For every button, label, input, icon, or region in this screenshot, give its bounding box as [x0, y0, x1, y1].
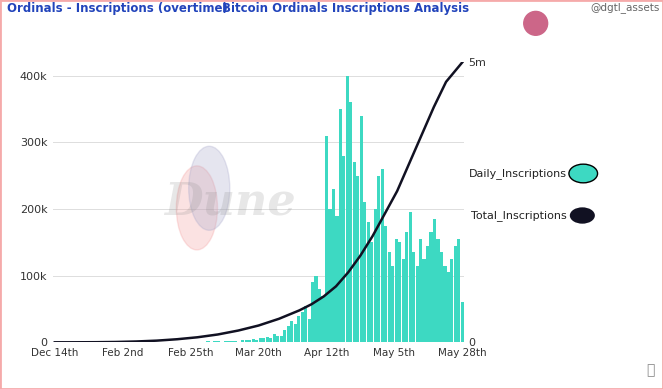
Bar [286, 326, 290, 342]
Bar [436, 239, 440, 342]
Bar [426, 245, 429, 342]
Bar [231, 341, 234, 342]
Bar [266, 337, 269, 342]
Bar [272, 334, 276, 342]
Bar [440, 252, 443, 342]
Bar [259, 338, 262, 342]
Bar [227, 341, 231, 342]
Bar [342, 156, 345, 342]
Bar [422, 259, 426, 342]
Ellipse shape [176, 166, 217, 250]
Bar [300, 312, 304, 342]
Bar [430, 232, 432, 342]
Bar [308, 319, 311, 342]
Bar [457, 239, 460, 342]
Bar [280, 336, 283, 342]
Bar [217, 341, 220, 342]
Text: Dune: Dune [164, 181, 296, 224]
Bar [377, 175, 381, 342]
Bar [318, 289, 321, 342]
Bar [394, 239, 398, 342]
Bar [304, 306, 307, 342]
Bar [416, 266, 418, 342]
Bar [224, 341, 227, 342]
Bar [461, 302, 464, 342]
Bar [252, 339, 255, 342]
Bar [294, 324, 297, 342]
Bar [412, 252, 415, 342]
Bar [283, 330, 286, 342]
Bar [297, 315, 300, 342]
Text: Bitcoin Ordinals Inscriptions Analysis: Bitcoin Ordinals Inscriptions Analysis [222, 2, 469, 15]
Bar [360, 116, 363, 342]
Bar [356, 175, 359, 342]
Bar [367, 222, 370, 342]
Bar [453, 245, 457, 342]
FancyBboxPatch shape [569, 164, 597, 183]
Bar [363, 202, 367, 342]
Bar [447, 272, 450, 342]
Bar [248, 340, 251, 342]
Bar [332, 189, 335, 342]
Bar [269, 338, 272, 342]
Text: @dgtl_assets: @dgtl_assets [590, 2, 660, 13]
Bar [206, 341, 210, 342]
Bar [374, 209, 377, 342]
Bar [276, 336, 279, 342]
Bar [241, 340, 245, 342]
Bar [433, 219, 436, 342]
Bar [346, 75, 349, 342]
Bar [370, 242, 373, 342]
Bar [314, 276, 318, 342]
Bar [325, 136, 328, 342]
Bar [419, 239, 422, 342]
Bar [381, 169, 384, 342]
Bar [450, 259, 453, 342]
Text: Total_Inscriptions: Total_Inscriptions [471, 210, 567, 221]
Bar [398, 242, 401, 342]
Bar [384, 226, 387, 342]
Circle shape [570, 207, 595, 224]
Bar [234, 341, 237, 342]
Bar [322, 296, 325, 342]
Bar [255, 340, 259, 342]
Bar [213, 341, 217, 342]
Bar [405, 232, 408, 342]
Bar [408, 212, 412, 342]
Bar [245, 340, 248, 342]
Bar [263, 338, 265, 342]
Text: ⏰: ⏰ [646, 363, 655, 377]
Bar [388, 252, 391, 342]
Ellipse shape [189, 146, 230, 230]
Bar [339, 109, 342, 342]
Bar [353, 162, 356, 342]
Text: Ordinals - Inscriptions (overtime): Ordinals - Inscriptions (overtime) [7, 2, 227, 15]
Text: Daily_Inscriptions: Daily_Inscriptions [469, 168, 567, 179]
Bar [328, 209, 332, 342]
Bar [335, 216, 339, 342]
Circle shape [524, 11, 548, 35]
Bar [290, 321, 293, 342]
Bar [391, 266, 394, 342]
Bar [402, 259, 404, 342]
Bar [349, 102, 353, 342]
Bar [311, 282, 314, 342]
Bar [444, 266, 446, 342]
